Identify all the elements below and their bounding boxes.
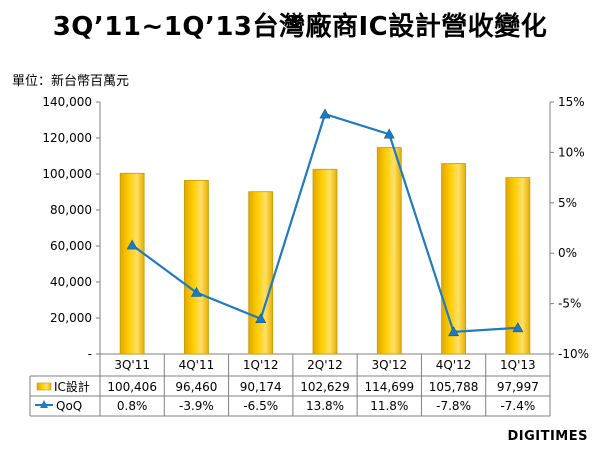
- qoq-point: [448, 326, 460, 337]
- qoq-point: [383, 128, 395, 139]
- y-left-tick-label: 120,000: [42, 131, 92, 145]
- y-left-tick-label: 80,000: [50, 203, 92, 217]
- table-value-qoq: 13.8%: [306, 399, 344, 413]
- bar: [248, 191, 274, 355]
- y-left-tick-label: 100,000: [42, 167, 92, 181]
- x-category-label: 3Q'11: [114, 358, 150, 372]
- bar: [376, 147, 402, 355]
- bar: [441, 163, 466, 355]
- y-right-tick-label: -5%: [558, 297, 581, 311]
- y-left-tick-label: 20,000: [50, 311, 92, 325]
- table-value-ic: 97,997: [497, 380, 539, 394]
- table-value-ic: 96,460: [175, 380, 217, 394]
- qoq-point: [190, 286, 202, 297]
- y-right-tick-label: 10%: [558, 145, 585, 159]
- qoq-point: [319, 108, 331, 119]
- y-right-tick-label: 5%: [558, 196, 577, 210]
- x-category-label: 1Q'13: [500, 358, 536, 372]
- x-category-label: 2Q'12: [307, 358, 343, 372]
- qoq-point: [255, 313, 267, 324]
- table-value-qoq: -7.4%: [500, 399, 535, 413]
- unit-label: 單位：新台幣百萬元: [12, 74, 130, 89]
- bar: [184, 179, 209, 355]
- table-value-qoq: 0.8%: [117, 399, 148, 413]
- y-right-tick-label: 15%: [558, 95, 585, 109]
- bar: [312, 168, 338, 355]
- brand-logo: DIGITIMES: [507, 429, 588, 444]
- table-value-ic: 100,406: [107, 380, 157, 394]
- table-value-qoq: -3.9%: [179, 399, 214, 413]
- x-category-label: 3Q'12: [371, 358, 407, 372]
- bar: [119, 172, 145, 355]
- table-value-ic: 90,174: [240, 380, 282, 394]
- chart-title: 3Q’11~1Q’13台灣廠商IC設計營收變化: [52, 12, 548, 42]
- y-right-tick-label: 0%: [558, 246, 577, 260]
- table-value-ic: 114,699: [364, 380, 414, 394]
- x-category-label: 4Q'12: [436, 358, 472, 372]
- y-left-tick-label: 60,000: [50, 239, 92, 253]
- table-value-qoq: 11.8%: [370, 399, 408, 413]
- x-category-label: 1Q'12: [243, 358, 279, 372]
- qoq-point: [126, 239, 138, 250]
- x-category-label: 4Q'11: [179, 358, 215, 372]
- y-right-tick-label: -10%: [558, 347, 589, 361]
- legend-label-ic: IC設計: [54, 379, 90, 394]
- legend-key-bar: [36, 382, 52, 391]
- legend-key-marker: [40, 400, 48, 408]
- table-value-qoq: -7.8%: [436, 399, 471, 413]
- y-left-tick-label: 40,000: [50, 275, 92, 289]
- y-left-tick-label: -: [88, 347, 92, 361]
- legend-label-qoq: QoQ: [56, 399, 82, 413]
- y-left-tick-label: 140,000: [42, 95, 92, 109]
- table-value-ic: 102,629: [300, 380, 350, 394]
- table-value-qoq: -6.5%: [243, 399, 278, 413]
- table-value-ic: 105,788: [429, 380, 479, 394]
- qoq-point: [512, 322, 524, 333]
